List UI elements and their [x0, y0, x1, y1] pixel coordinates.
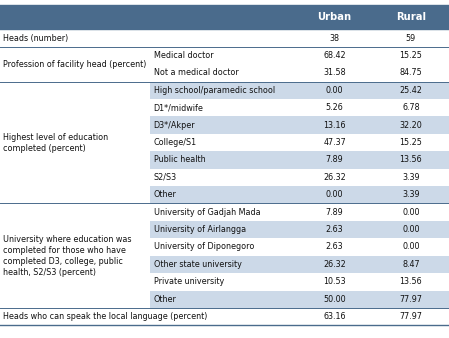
Text: S2/S3: S2/S3: [154, 173, 177, 182]
Text: 15.25: 15.25: [400, 51, 422, 60]
Text: 38: 38: [330, 33, 339, 43]
Text: University where education was
completed for those who have
completed D3, colleg: University where education was completed…: [3, 235, 131, 277]
Text: 77.97: 77.97: [399, 295, 423, 304]
Text: Profession of facility head (percent): Profession of facility head (percent): [3, 60, 146, 69]
Bar: [0, 134, 449, 151]
Bar: [0, 238, 449, 256]
Text: D1*/midwife: D1*/midwife: [154, 103, 203, 112]
Bar: [0, 186, 449, 203]
Text: 2.63: 2.63: [326, 242, 343, 251]
Bar: [0, 290, 449, 308]
Bar: [0, 81, 449, 99]
Text: High school/paramedic school: High school/paramedic school: [154, 86, 275, 95]
Bar: [0, 308, 150, 325]
Text: 0.00: 0.00: [402, 208, 419, 217]
Text: 7.89: 7.89: [326, 155, 343, 165]
Bar: [150, 81, 449, 99]
Text: 59: 59: [406, 33, 416, 43]
Text: 47.37: 47.37: [323, 138, 346, 147]
Text: Other state university: Other state university: [154, 260, 242, 269]
Bar: [0, 99, 449, 116]
Text: 25.42: 25.42: [400, 86, 422, 95]
Text: 63.16: 63.16: [323, 312, 346, 321]
Text: Other: Other: [154, 190, 176, 199]
Bar: [0, 308, 449, 325]
Bar: [0, 256, 449, 273]
Text: 0.00: 0.00: [326, 86, 343, 95]
Text: Highest level of education
completed (percent): Highest level of education completed (pe…: [3, 132, 108, 152]
Bar: [0, 29, 150, 47]
Text: 0.00: 0.00: [402, 225, 419, 234]
Text: 77.97: 77.97: [399, 312, 423, 321]
Text: 6.78: 6.78: [402, 103, 420, 112]
Text: 13.56: 13.56: [400, 155, 422, 165]
Text: Public health: Public health: [154, 155, 205, 165]
Text: 0.00: 0.00: [402, 242, 419, 251]
Bar: [0, 221, 449, 238]
Text: Heads who can speak the local language (percent): Heads who can speak the local language (…: [3, 312, 207, 321]
Bar: [0, 81, 150, 203]
Text: 68.42: 68.42: [323, 51, 346, 60]
Bar: [0, 151, 449, 169]
Text: 26.32: 26.32: [323, 260, 346, 269]
Bar: [150, 151, 449, 169]
Text: 84.75: 84.75: [400, 68, 422, 77]
Text: 3.39: 3.39: [402, 173, 420, 182]
Bar: [0, 47, 449, 64]
Bar: [0, 47, 150, 81]
Bar: [150, 256, 449, 273]
Bar: [0, 203, 449, 221]
Text: Not a medical doctor: Not a medical doctor: [154, 68, 238, 77]
Bar: [0, 29, 449, 47]
Text: Other: Other: [154, 295, 176, 304]
Bar: [0, 169, 449, 186]
Text: Medical doctor: Medical doctor: [154, 51, 213, 60]
Text: 7.89: 7.89: [326, 208, 343, 217]
Bar: [150, 186, 449, 203]
Text: 3.39: 3.39: [402, 190, 420, 199]
Text: 13.56: 13.56: [400, 277, 422, 286]
Text: 5.26: 5.26: [326, 103, 343, 112]
Text: Private university: Private university: [154, 277, 224, 286]
Bar: [150, 221, 449, 238]
Text: 10.53: 10.53: [323, 277, 346, 286]
Bar: [0, 64, 449, 81]
Text: 26.32: 26.32: [323, 173, 346, 182]
Text: University of Gadjah Mada: University of Gadjah Mada: [154, 208, 260, 217]
Text: 31.58: 31.58: [323, 68, 346, 77]
Text: Rural: Rural: [396, 12, 426, 22]
Text: University of Diponegoro: University of Diponegoro: [154, 242, 254, 251]
Text: 32.20: 32.20: [400, 121, 422, 130]
Text: D3*/Akper: D3*/Akper: [154, 121, 195, 130]
Text: 2.63: 2.63: [326, 225, 343, 234]
Bar: [150, 117, 449, 134]
Bar: [0, 203, 150, 308]
Text: 8.47: 8.47: [402, 260, 420, 269]
Text: Urban: Urban: [317, 12, 352, 22]
Text: University of Airlangga: University of Airlangga: [154, 225, 246, 234]
Text: 15.25: 15.25: [400, 138, 422, 147]
Bar: [0, 117, 449, 134]
Text: Heads (number): Heads (number): [3, 33, 68, 43]
Text: 0.00: 0.00: [326, 190, 343, 199]
Bar: [0, 273, 449, 290]
Text: College/S1: College/S1: [154, 138, 197, 147]
Bar: [150, 290, 449, 308]
Text: 13.16: 13.16: [323, 121, 346, 130]
Text: 50.00: 50.00: [323, 295, 346, 304]
Bar: [0, 5, 449, 29]
